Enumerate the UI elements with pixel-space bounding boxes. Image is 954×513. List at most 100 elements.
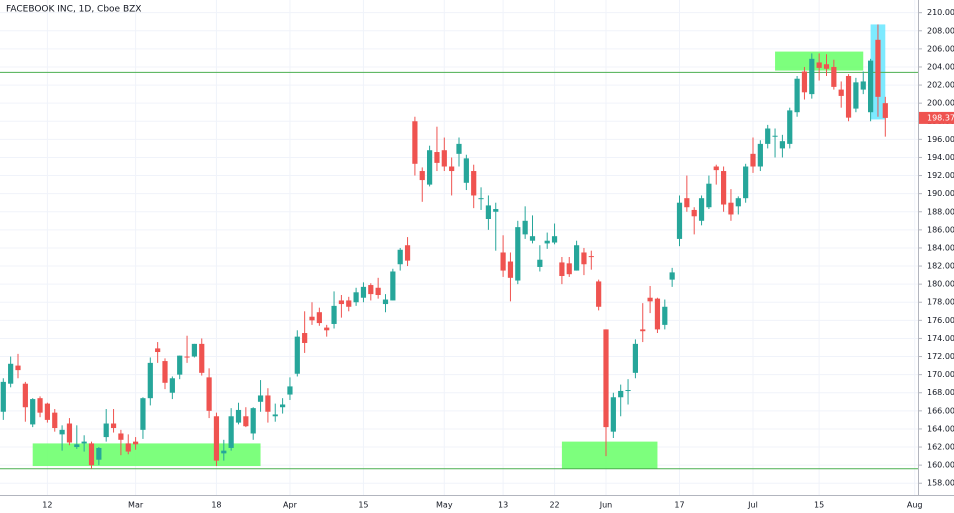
candle-body: [882, 103, 888, 118]
candle-body: [610, 397, 616, 432]
candle-body: [434, 152, 440, 163]
y-tick-label: 188.00: [927, 207, 954, 216]
candle-body: [412, 121, 418, 164]
candle-body: [133, 441, 139, 445]
candle-body: [81, 441, 87, 444]
candle-body: [368, 285, 374, 295]
y-tick-label: 194.00: [927, 153, 954, 162]
x-tick-label: 15: [358, 501, 368, 510]
candle-body: [801, 71, 808, 93]
y-tick-label: 162.00: [927, 443, 954, 452]
y-tick-label: 200.00: [927, 99, 954, 108]
candle-body: [823, 64, 830, 69]
candle-body: [169, 378, 175, 393]
candle-body: [706, 183, 712, 208]
candle-body: [140, 398, 146, 430]
candle-body: [507, 261, 514, 278]
y-tick-label: 184.00: [927, 243, 954, 252]
candle-body: [529, 236, 536, 241]
y-tick-label: 208.00: [927, 26, 954, 35]
candle-body: [456, 143, 462, 154]
candle-body: [184, 356, 190, 358]
candle-body: [96, 447, 102, 460]
candle-body: [213, 416, 220, 461]
candle-body: [772, 135, 778, 137]
candle-body: [375, 287, 381, 296]
candle-body: [15, 365, 21, 371]
candle-body: [397, 249, 403, 265]
candle-body: [250, 408, 256, 434]
candle-body: [353, 292, 359, 303]
y-tick-label: 196.00: [927, 135, 954, 144]
candle-body: [390, 271, 396, 301]
candle-body: [662, 306, 668, 325]
candle-body: [221, 450, 227, 454]
candle-body: [625, 390, 631, 392]
x-tick-label: Apr: [283, 501, 298, 510]
last-price-box: [919, 111, 954, 124]
candle-body: [147, 362, 153, 399]
candle-body: [52, 412, 58, 429]
candle-body: [404, 245, 411, 261]
candle-body: [155, 348, 161, 353]
candle-body: [721, 171, 727, 205]
x-tick-label: 12: [42, 501, 52, 510]
y-tick-label: 192.00: [927, 171, 954, 180]
candle-body: [669, 272, 675, 280]
candle-body: [37, 398, 43, 413]
candle-body: [287, 386, 293, 395]
y-tick-label: 170.00: [927, 370, 954, 379]
candle-body: [522, 220, 528, 235]
candle-body: [235, 409, 242, 423]
candle-body: [743, 166, 749, 199]
candle-body: [757, 143, 763, 167]
candle-body: [728, 202, 734, 215]
candle-body: [559, 262, 565, 277]
candle-body: [735, 198, 741, 207]
y-tick-label: 202.00: [927, 81, 954, 90]
candle-body: [331, 305, 337, 324]
candle-body: [493, 209, 499, 212]
chart-title: FACEBOOK INC, 1D, Cboe BZX: [6, 5, 141, 15]
candle-body: [449, 166, 455, 172]
candle-body: [478, 198, 484, 200]
y-tick-label: 168.00: [927, 388, 954, 397]
candle-body: [515, 227, 521, 281]
x-tick-label: Aug: [907, 501, 923, 510]
y-tick-label: 182.00: [927, 262, 954, 271]
x-tick-label: 15: [814, 501, 824, 510]
candle-body: [831, 66, 837, 87]
candle-body: [110, 423, 117, 429]
candle-body: [654, 298, 661, 330]
candle-body: [309, 316, 315, 321]
y-tick-label: 160.00: [927, 461, 954, 470]
candle-body: [544, 240, 550, 244]
candle-body: [59, 429, 65, 435]
last-price-label: 198.37: [927, 113, 954, 122]
candle-body: [206, 377, 212, 411]
candle-body: [228, 416, 234, 448]
candle-body: [199, 343, 205, 373]
candle-body: [750, 153, 756, 167]
candle-body: [419, 171, 425, 181]
candle-body: [632, 343, 638, 373]
candle-body: [125, 443, 131, 452]
candle-body: [177, 355, 183, 375]
axes: 210.00 208.00 206.00 204.00 202.00 200.00 198.…: [42, 8, 954, 510]
candle-body: [537, 259, 543, 267]
candle-body: [324, 327, 330, 331]
candle-body: [794, 78, 800, 113]
candle-body: [272, 414, 278, 417]
candle-body: [787, 110, 793, 144]
x-tick-label: 13: [498, 501, 508, 510]
candle-body: [868, 60, 874, 113]
candle-body: [779, 141, 785, 149]
candle-body: [853, 82, 859, 109]
candle-body: [574, 245, 580, 271]
candle-body: [860, 81, 866, 90]
candle-body: [618, 390, 624, 398]
candle-body: [485, 205, 491, 219]
candle-body: [471, 171, 477, 196]
candle-body: [441, 150, 447, 167]
